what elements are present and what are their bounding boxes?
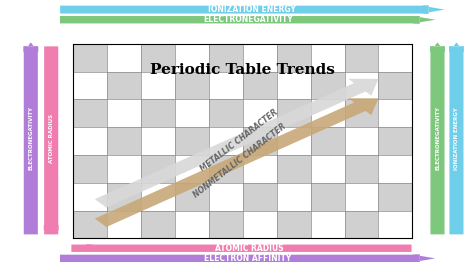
Bar	[277, 99, 311, 127]
Bar	[311, 211, 345, 238]
Bar	[378, 44, 412, 72]
FancyBboxPatch shape	[44, 46, 58, 234]
Text: NONMETALLIC CHARACTER: NONMETALLIC CHARACTER	[191, 122, 288, 199]
Bar	[243, 99, 277, 127]
Text: IONIZATION ENERGY: IONIZATION ENERGY	[454, 107, 459, 170]
Bar	[378, 99, 412, 127]
Bar	[175, 44, 209, 72]
Bar	[73, 183, 107, 211]
Bar	[73, 211, 107, 238]
Bar	[73, 155, 107, 183]
Bar	[243, 183, 277, 211]
Polygon shape	[95, 79, 378, 208]
Bar	[141, 99, 175, 127]
Bar	[141, 44, 175, 72]
Bar	[311, 155, 345, 183]
Text: ELECTRONEGATIVITY: ELECTRONEGATIVITY	[203, 15, 292, 24]
Bar	[378, 127, 412, 155]
Bar	[73, 127, 107, 155]
Bar	[277, 211, 311, 238]
Bar	[345, 127, 378, 155]
Bar	[73, 44, 107, 72]
Bar	[378, 155, 412, 183]
Bar	[141, 155, 175, 183]
Bar	[277, 44, 311, 72]
Text: ELECTRONEGATIVITY: ELECTRONEGATIVITY	[435, 106, 440, 170]
Bar	[243, 211, 277, 238]
Bar	[277, 155, 311, 183]
Bar	[141, 211, 175, 238]
Bar	[243, 127, 277, 155]
Text: IONIZATION ENERGY: IONIZATION ENERGY	[209, 5, 296, 14]
FancyArrow shape	[420, 5, 445, 14]
Bar	[311, 99, 345, 127]
Bar	[345, 99, 378, 127]
Bar	[277, 72, 311, 99]
Bar	[243, 44, 277, 72]
Text: ATOMIC RADIUS: ATOMIC RADIUS	[215, 244, 283, 253]
Bar	[311, 127, 345, 155]
Bar	[175, 155, 209, 183]
Bar	[175, 99, 209, 127]
Bar	[175, 183, 209, 211]
Bar	[345, 183, 378, 211]
Bar	[141, 72, 175, 99]
Text: ELECTRON AFFINITY: ELECTRON AFFINITY	[204, 254, 292, 263]
Bar	[175, 72, 209, 99]
FancyBboxPatch shape	[60, 6, 428, 13]
Bar	[345, 72, 378, 99]
Bar	[107, 155, 141, 183]
Bar	[107, 211, 141, 238]
Bar	[345, 211, 378, 238]
Bar	[243, 72, 277, 99]
FancyArrow shape	[449, 42, 464, 52]
Bar	[73, 99, 107, 127]
Bar	[209, 155, 243, 183]
FancyArrow shape	[72, 244, 93, 252]
Bar	[311, 44, 345, 72]
FancyArrow shape	[412, 255, 435, 262]
Bar	[107, 183, 141, 211]
Bar	[209, 127, 243, 155]
Bar	[141, 183, 175, 211]
Text: ATOMIC RADIUS: ATOMIC RADIUS	[49, 114, 54, 163]
Bar	[107, 99, 141, 127]
Bar	[175, 127, 209, 155]
Bar	[277, 183, 311, 211]
FancyBboxPatch shape	[60, 16, 420, 24]
FancyBboxPatch shape	[24, 46, 38, 234]
Bar	[141, 127, 175, 155]
Bar	[243, 155, 277, 183]
Bar	[209, 211, 243, 238]
FancyBboxPatch shape	[449, 46, 464, 234]
FancyBboxPatch shape	[430, 46, 445, 234]
Bar	[73, 72, 107, 99]
FancyArrow shape	[44, 224, 59, 234]
Bar	[378, 183, 412, 211]
Bar	[311, 183, 345, 211]
FancyBboxPatch shape	[72, 245, 411, 252]
Polygon shape	[95, 98, 378, 227]
Bar	[107, 72, 141, 99]
Bar	[209, 99, 243, 127]
Bar	[345, 44, 378, 72]
FancyArrow shape	[430, 42, 445, 52]
Bar	[378, 211, 412, 238]
FancyBboxPatch shape	[60, 255, 420, 262]
FancyArrow shape	[412, 16, 435, 24]
Bar	[311, 72, 345, 99]
Bar	[107, 127, 141, 155]
Bar	[277, 127, 311, 155]
Bar	[345, 155, 378, 183]
Bar	[175, 211, 209, 238]
Text: Periodic Table Trends: Periodic Table Trends	[150, 63, 336, 77]
Bar	[107, 44, 141, 72]
Bar	[378, 72, 412, 99]
Text: ELECTRONEGATIVITY: ELECTRONEGATIVITY	[28, 106, 33, 170]
Text: METALLIC CHARACTER: METALLIC CHARACTER	[199, 108, 280, 174]
FancyArrow shape	[23, 42, 38, 52]
Bar	[209, 183, 243, 211]
Bar	[209, 72, 243, 99]
Bar	[209, 44, 243, 72]
